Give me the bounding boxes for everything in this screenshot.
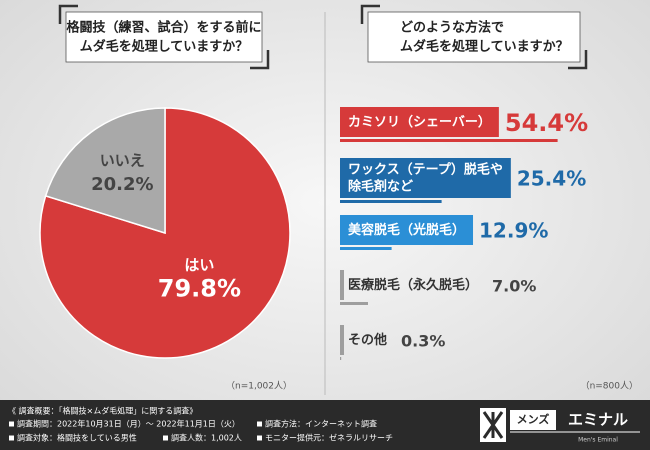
title-box [360,4,588,70]
logo-mark [480,408,506,442]
chart-title: 格闘技（練習、試合）をする前に [66,20,261,36]
title-box [58,4,270,70]
bar-row: カミソリ（シェーバー） 54.4% [340,107,588,142]
logo-prefix-box [510,410,556,430]
footer-item: 調査期間：2022年10月31日（月）～ 2022年11月1日（火） [17,419,240,429]
slice-label: はい [184,256,214,274]
sample-note: （n=800人） [581,381,638,392]
bar [340,247,392,250]
footer-bullet [257,435,262,441]
value-label: 0.3% [401,332,445,351]
footer-heading: 《 調査概要：「格闘技×ムダ毛処理」に関する調査》 [8,406,197,416]
value-label: 54.4% [505,109,588,137]
footer-item: 調査人数：1,002人 [171,433,242,443]
slice-value: 20.2% [91,174,153,195]
footer-bullet [257,421,262,427]
bar-row: ワックス（テープ）脱毛や除毛剤など 25.4% [340,158,586,203]
chip-edge [340,270,344,300]
logo-name: エミナル [568,411,628,429]
slice-value: 79.8% [158,275,241,303]
bar-row: その他 0.3% [340,325,445,360]
value-label: 7.0% [492,277,536,296]
footer-item: 調査対象：格闘技をしている男性 [17,433,137,443]
category-label: その他 [348,332,387,348]
footer-bullet [9,435,14,441]
bar [340,302,368,305]
logo-sub: Men's Eminal [578,437,618,444]
category-chip [340,107,499,137]
logo-prefix: メンズ [517,412,550,426]
slice-label: いいえ [100,152,145,170]
footer-bullet [9,421,14,427]
bar [340,139,558,142]
footer-item: モニター提供元：ゼネラルリサーチ [265,433,393,443]
category-chip [340,215,474,245]
value-label: 12.9% [479,219,548,243]
sample-note: （n=1,002人） [226,381,292,392]
bar-row: 美容脱毛（光脱毛） 12.9% [340,215,548,250]
footer-item: 調査方法：インターネット調査 [265,419,377,429]
bar [340,200,442,203]
category-label: ワックス（テープ）脱毛や除毛剤など [348,161,503,194]
chart-title: どのような方法で [400,20,504,36]
bar [340,357,342,360]
category-label: 医療脱毛（永久脱毛） [348,277,478,293]
value-label: 25.4% [517,167,586,191]
pie-slice [44,107,166,235]
category-chip [340,158,511,198]
category-label: 美容脱毛（光脱毛） [348,222,465,238]
footer-bullet [163,435,168,441]
chip-edge [340,325,344,355]
chart-title: ムダ毛を処理していますか？ [400,39,569,55]
category-label: カミソリ（シェーバー） [348,114,491,130]
bar-row: 医療脱毛（永久脱毛） 7.0% [340,270,536,305]
pie-slice [39,107,291,359]
chart-title: ムダ毛を処理していますか？ [80,39,249,55]
